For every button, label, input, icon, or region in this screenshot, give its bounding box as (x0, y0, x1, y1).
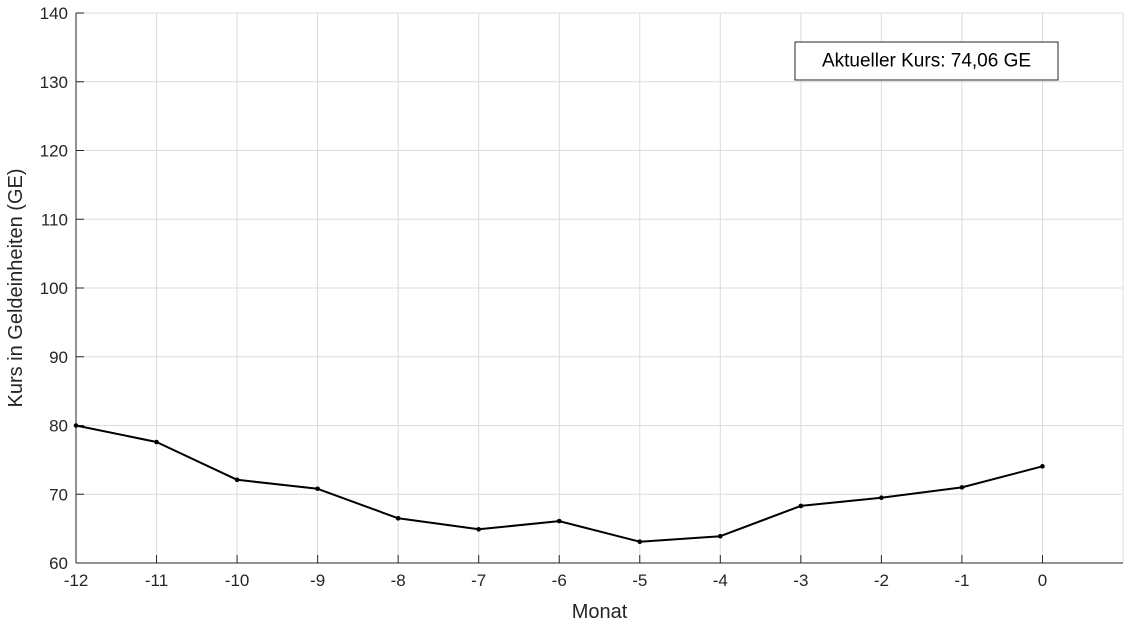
data-point (959, 485, 965, 490)
data-point (556, 518, 562, 524)
y-tick-label: 100 (40, 279, 68, 298)
y-tick-label: 90 (49, 348, 68, 367)
data-point (879, 495, 884, 500)
annotation: Aktueller Kurs: 74,06 GE (794, 41, 1059, 81)
data-point (476, 527, 481, 532)
x-tick-label: -6 (552, 571, 567, 590)
x-tick-label: -12 (64, 571, 89, 590)
x-tick-label: -5 (632, 571, 647, 590)
annotation-text: Aktueller Kurs: 74,06 GE (822, 51, 1031, 72)
series-layer (73, 423, 1045, 544)
x-tick-label: -1 (954, 571, 969, 590)
data-point (315, 486, 320, 492)
x-tick-label: -2 (874, 571, 889, 590)
data-point (73, 423, 79, 428)
x-tick-label: -4 (713, 571, 728, 590)
x-tick-label: -8 (391, 571, 406, 590)
y-tick-label: 110 (41, 210, 68, 229)
x-tick-label: -7 (471, 571, 486, 590)
annotation-box (794, 41, 1059, 81)
data-point (234, 477, 240, 483)
axes: -12 -11 -10 -9 -8 -7 -6 -5 -4 -3 -2 -1 0607080901001… (40, 4, 1123, 590)
data-point (798, 503, 804, 509)
y-tick-label: 80 (49, 417, 68, 436)
x-tick-label: -9 (310, 571, 325, 590)
y-tick-label: 70 (49, 485, 68, 504)
data-point (154, 439, 159, 445)
y-tick-label: 120 (40, 142, 68, 161)
y-tick-label: 130 (40, 73, 68, 92)
x-tick-label: -3 (793, 571, 808, 590)
data-point (718, 533, 723, 539)
x-tick-label: -10 (225, 571, 250, 590)
y-tick-label: 140 (40, 4, 68, 23)
y-axis-title: Kurs in Geldeinheiten (GE) (5, 168, 27, 407)
x-tick-label: 0 (1038, 571, 1047, 590)
data-point (395, 516, 401, 521)
data-point (637, 539, 643, 544)
x-tick-label: -11 (145, 571, 168, 590)
data-point (1040, 464, 1045, 469)
y-tick-label: 60 (49, 554, 68, 573)
x-axis-title: Monat (572, 601, 628, 623)
